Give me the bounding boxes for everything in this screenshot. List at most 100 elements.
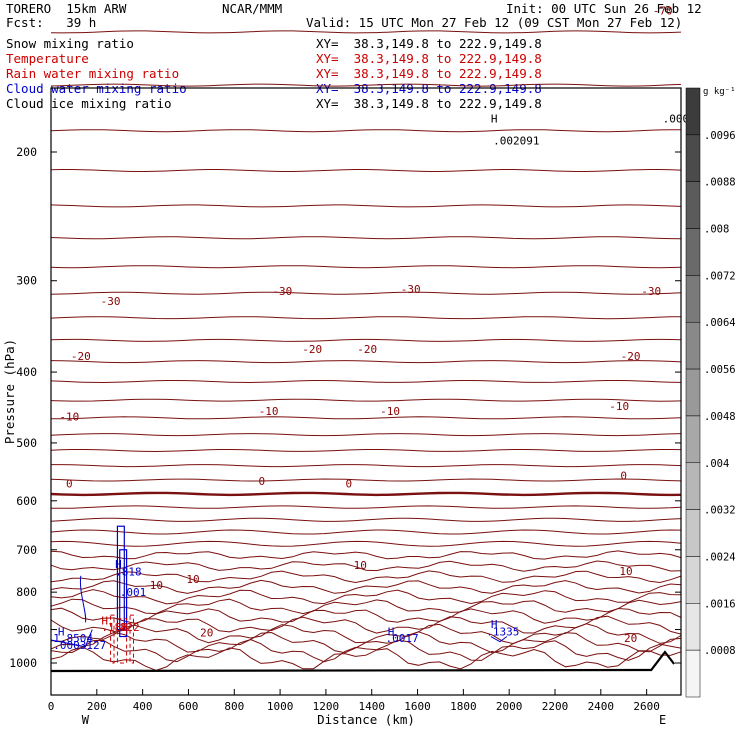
temperature-contour-line <box>50 491 682 497</box>
cloud-water-contours <box>50 525 508 648</box>
colorbar-swatch <box>685 603 701 651</box>
temperature-contour-line <box>50 338 682 342</box>
contour-value-label: -20 <box>71 350 91 363</box>
legend-xy-cloud-ice: XY= 38.3,149.8 to 222.9,149.8 <box>316 96 542 111</box>
colorbar-tick-label: .0048 <box>704 411 736 423</box>
x-tick-label: 1600 <box>404 700 431 713</box>
extremum-marker-label: .002091 <box>493 135 539 148</box>
colorbar-tick-label: .0008 <box>704 645 736 657</box>
contour-value-label: 20 <box>200 626 213 639</box>
contour-value-label: -10 <box>259 405 279 418</box>
temperature-contour-line <box>50 433 682 437</box>
temperature-contour-line <box>50 30 682 34</box>
colorbar: .0096 .0088 .008 .0072 .0064 .0056 .0048 .004 .0… <box>685 87 736 698</box>
temperature-contour-line <box>50 623 682 645</box>
extremum-marker-label: H <box>58 625 65 638</box>
contour-value-label: 0 <box>346 477 353 490</box>
contour-value-label: -20 <box>302 343 322 356</box>
temperature-contour-line <box>50 631 682 654</box>
extremum-marker-label: .001 <box>120 586 146 599</box>
colorbar-tick-label: .0088 <box>704 177 736 189</box>
contour-value-label: -20 <box>357 343 377 356</box>
x-axis-title: Distance (km) <box>317 712 415 727</box>
extremum-marker-label: H <box>388 625 395 638</box>
extremum-marker-label: .188 <box>101 621 128 634</box>
temperature-contour-line <box>50 449 682 453</box>
valid-time: Valid: 15 UTC Mon 27 Feb 12 (09 CST Mon … <box>306 15 683 30</box>
contour-labels: -70 -30 -30 -30 -30 -20 -20 -20 -20 -10 -10 -10 -10 0… <box>53 4 689 652</box>
cloud-water-contour <box>50 629 93 648</box>
contour-value-label: 10 <box>150 579 163 592</box>
temperature-contour-line <box>50 360 682 364</box>
y-tick-label: 600 <box>16 494 37 508</box>
contour-value-label: 0 <box>258 475 265 488</box>
y-axis-title: Pressure (hPa) <box>2 339 17 444</box>
cloud-water-contour <box>116 525 125 631</box>
cloud-water-contour <box>490 636 508 643</box>
colorbar-tick-label: .0096 <box>704 130 736 142</box>
rain-water-contour <box>110 614 115 664</box>
colorbar-tick-label: .0016 <box>704 598 736 610</box>
colorbar-swatch <box>685 275 701 323</box>
temperature-contour-line <box>50 517 682 522</box>
y-tick-label: 400 <box>16 365 37 379</box>
temperature-contour-line <box>50 560 682 572</box>
temperature-contour-line <box>50 570 682 584</box>
temperature-contour-line <box>50 646 682 671</box>
extremum-marker-label: H <box>491 618 498 631</box>
x-tick-label: 1400 <box>358 700 385 713</box>
temperature-contour-line <box>50 316 682 320</box>
temperature-contour-line <box>51 416 682 420</box>
temperature-contour-line <box>50 129 681 133</box>
contour-value-label: -10 <box>380 405 400 418</box>
y-tick-label: 200 <box>16 145 37 159</box>
temperature-contour-line <box>50 380 682 384</box>
legend-label-cloud-water: Cloud water mixing ratio <box>6 81 187 96</box>
x-tick-label: 2400 <box>588 700 615 713</box>
colorbar-swatch <box>685 228 701 276</box>
legend-label-snow: Snow mixing ratio <box>6 36 134 51</box>
extremum-marker-label: 822 <box>120 621 140 634</box>
legend-label-temperature: Temperature <box>6 51 89 66</box>
forecast-hour: Fcst: 39 h <box>6 15 97 30</box>
colorbar-swatch <box>685 181 701 229</box>
contour-value-label: 0 <box>620 469 627 482</box>
temperature-contour-line <box>50 638 682 663</box>
contour-value-label: -10 <box>609 400 629 413</box>
x-tick-label: 1800 <box>450 700 477 713</box>
colorbar-swatch <box>685 87 701 136</box>
rain-water-contour <box>116 618 128 664</box>
x-tick-label: 2000 <box>496 700 523 713</box>
temperature-contour-line <box>50 540 682 547</box>
colorbar-tick-label: .004 <box>704 458 729 470</box>
cloud-water-contour <box>119 549 128 638</box>
temperature-contour-line <box>50 83 682 87</box>
colorbar-swatch <box>685 321 701 370</box>
cloud-water-contour <box>79 575 87 623</box>
x-tick-label: 2200 <box>542 700 569 713</box>
legend-label-rain: Rain water mixing ratio <box>6 66 180 81</box>
colorbar-tick-label: .0072 <box>704 270 736 282</box>
temperature-contour-line <box>50 169 682 172</box>
contour-value-label: -70 <box>653 4 673 17</box>
colorbar-tick-label: .0032 <box>704 505 736 517</box>
colorbar-tick-label: .0056 <box>704 364 736 376</box>
colorbar-tick-label: .008 <box>704 224 729 236</box>
y-tick-label: 500 <box>16 436 37 450</box>
legend-label-cloud-ice: Cloud ice mixing ratio <box>6 96 172 111</box>
contour-value-label: 10 <box>186 573 199 586</box>
temperature-contour-line <box>51 464 682 468</box>
temperature-contour-line <box>50 265 682 269</box>
x-end-label-west: W <box>82 713 90 727</box>
extremum-marker-label: .0003127 <box>53 639 106 652</box>
x-tick-label: 1200 <box>313 700 340 713</box>
temperature-contours <box>50 30 682 673</box>
legend-xy-temperature: XY= 38.3,149.8 to 222.9,149.8 <box>316 51 542 66</box>
y-tick-label: 800 <box>16 585 37 599</box>
temperature-contour-line <box>50 607 682 624</box>
x-end-label-east: E <box>659 713 666 727</box>
contour-value-label: -20 <box>621 350 641 363</box>
colorbar-swatch <box>685 134 701 182</box>
x-tick-label: 400 <box>133 700 153 713</box>
